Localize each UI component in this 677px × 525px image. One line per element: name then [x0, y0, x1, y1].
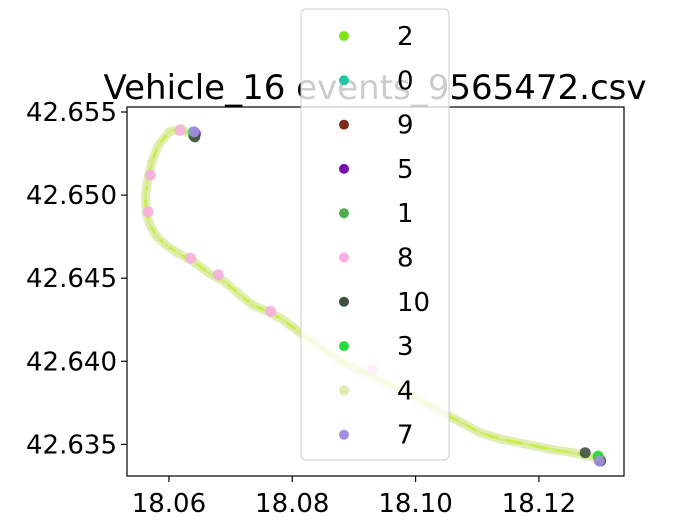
point-4-10 [161, 240, 171, 250]
legend-marker-10 [339, 296, 349, 307]
legend-marker-5 [339, 163, 349, 174]
point-4-4 [147, 157, 157, 167]
point-4-13 [204, 268, 214, 278]
legend-label-4: 4 [397, 376, 414, 406]
legend-label-7: 7 [397, 421, 414, 451]
legend-label-5: 5 [397, 155, 414, 185]
point-8-0 [174, 124, 186, 136]
legend-marker-8 [339, 252, 349, 263]
legend: 2 0 9 5 1 8 10 3 4 7 [300, 8, 450, 461]
x-tick-label-3: 18.12 [502, 489, 576, 519]
point-4-3 [153, 140, 163, 150]
plot-area [141, 124, 607, 467]
legend-label-1: 1 [397, 199, 414, 229]
point-8-3 [185, 252, 196, 264]
point-4-14 [219, 277, 229, 286]
legend-marker-4 [339, 385, 349, 396]
series-8 [142, 124, 378, 376]
x-tick-label-1: 18.08 [255, 489, 329, 519]
legend-label-9: 9 [397, 111, 414, 141]
legend-frame [300, 8, 450, 461]
point-4-28 [475, 428, 485, 438]
axis-ticks: 18.06 18.08 18.10 18.12 42.635 42.640 42.645 42… [26, 98, 576, 519]
legend-label-3: 3 [397, 332, 414, 362]
point-4-16 [247, 300, 257, 310]
legend-marker-2 [339, 31, 349, 41]
y-tick-label-4: 42.655 [26, 98, 117, 128]
point-4-30 [522, 439, 532, 449]
point-8-5 [265, 305, 277, 317]
legend-label-2: 2 [397, 22, 414, 52]
point-4-8 [144, 218, 154, 228]
legend-marker-7 [339, 429, 349, 440]
point-4-11 [173, 248, 183, 258]
x-tick-label-0: 18.06 [132, 489, 206, 519]
y-tick-label-1: 42.640 [26, 347, 117, 377]
point-4-18 [278, 315, 288, 325]
legend-marker-1 [339, 208, 349, 219]
point-7-0 [188, 126, 200, 138]
legend-label-10: 10 [397, 288, 430, 318]
point-4-9 [152, 232, 162, 242]
x-tick-label-2: 18.10 [378, 489, 452, 519]
point-4-6 [141, 190, 150, 200]
point-8-4 [212, 269, 224, 281]
point-4-27 [457, 418, 467, 428]
point-4-32 [568, 448, 578, 458]
point-8-1 [144, 169, 156, 181]
point-10-2 [579, 447, 591, 459]
legend-marker-0 [339, 75, 349, 86]
y-tick-label-2: 42.645 [26, 264, 117, 294]
series-7 [188, 126, 605, 467]
point-4-31 [546, 444, 556, 454]
point-7-1 [593, 455, 605, 467]
legend-marker-9 [339, 119, 349, 130]
legend-marker-3 [339, 341, 349, 352]
point-4-2 [164, 127, 174, 137]
legend-label-0: 0 [397, 66, 414, 96]
y-tick-label-0: 42.635 [26, 430, 117, 460]
legend-label-8: 8 [397, 244, 414, 274]
point-8-2 [142, 206, 154, 218]
point-4-29 [497, 434, 507, 444]
point-4-15 [235, 290, 245, 300]
y-tick-label-3: 42.650 [26, 181, 117, 211]
